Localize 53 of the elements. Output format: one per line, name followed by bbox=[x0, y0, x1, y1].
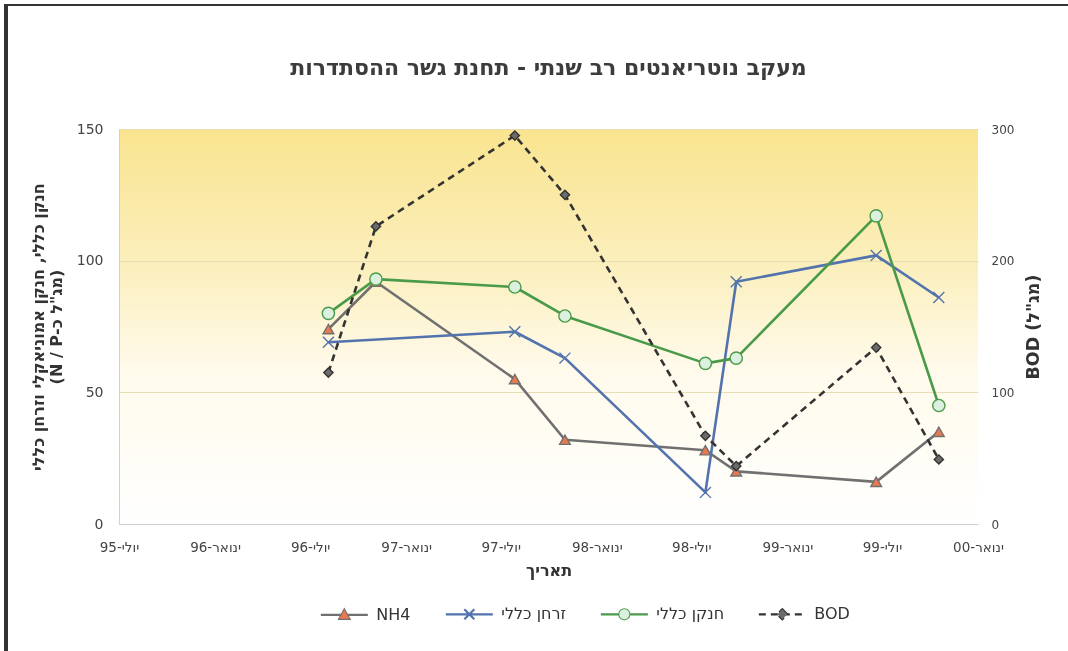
point bbox=[869, 209, 883, 223]
x-tick-label: יולי-96 bbox=[290, 538, 331, 555]
point bbox=[730, 275, 743, 288]
y2-tick-label: 100 bbox=[991, 385, 1015, 400]
point bbox=[932, 426, 945, 438]
x-tick-label: יולי-95 bbox=[99, 538, 140, 555]
x-tick-label: יולי-99 bbox=[862, 538, 903, 555]
point bbox=[559, 189, 571, 201]
point bbox=[370, 221, 382, 232]
x-axis-title: תאריך bbox=[525, 561, 573, 580]
point bbox=[509, 130, 521, 141]
y2-axis-title: BOD (מג"ל) bbox=[1023, 274, 1044, 380]
y2-tick-label: 200 bbox=[991, 254, 1015, 269]
y-tick-label: 150 bbox=[76, 120, 104, 137]
point bbox=[321, 306, 336, 321]
point bbox=[730, 460, 742, 472]
y-tick-label: 0 bbox=[94, 515, 104, 532]
point bbox=[729, 351, 744, 365]
point bbox=[323, 367, 334, 378]
legend-label: BOD bbox=[814, 604, 850, 624]
point bbox=[699, 486, 712, 499]
point bbox=[558, 434, 572, 446]
point bbox=[322, 323, 335, 335]
point bbox=[508, 373, 521, 385]
y-axis-title: חנקן כללי, חנקן אמוניאקלי וזרחן כללי (מג"ל כ-N / P) bbox=[28, 183, 66, 471]
x-tick-label: ינואר-98 bbox=[571, 538, 623, 555]
x-tick-label: ינואר-99 bbox=[762, 538, 814, 555]
point bbox=[508, 325, 521, 338]
y2-tick-label: 0 bbox=[991, 517, 1000, 532]
point bbox=[870, 476, 883, 488]
y2-tick-label: 300 bbox=[991, 122, 1015, 137]
point bbox=[698, 356, 713, 371]
legend-label: חנקן כללי bbox=[656, 604, 725, 624]
point bbox=[507, 280, 522, 294]
point bbox=[700, 430, 711, 442]
point bbox=[933, 454, 945, 465]
x-tick-label: ינואר-00 bbox=[953, 538, 1004, 555]
legend-label: NH4 bbox=[376, 604, 411, 624]
point bbox=[932, 398, 946, 413]
point bbox=[870, 342, 882, 353]
point bbox=[870, 249, 883, 262]
chart-title: מעקב נוטריאנטים רב שנתי - תחנת גשר ההסתדרות bbox=[290, 55, 807, 80]
x-tick-label: ינואר-96 bbox=[190, 538, 241, 555]
point bbox=[322, 336, 335, 349]
x-tick-label: יולי-98 bbox=[672, 538, 712, 555]
point bbox=[558, 351, 572, 365]
x-tick-label: ינואר-97 bbox=[381, 538, 433, 555]
point bbox=[932, 291, 946, 304]
y-tick-label: 50 bbox=[85, 383, 104, 400]
legend-label: זרחן כללי bbox=[501, 604, 567, 624]
x-tick-label: יולי-97 bbox=[481, 538, 521, 555]
y-tick-label: 100 bbox=[76, 252, 104, 269]
point bbox=[558, 309, 572, 323]
